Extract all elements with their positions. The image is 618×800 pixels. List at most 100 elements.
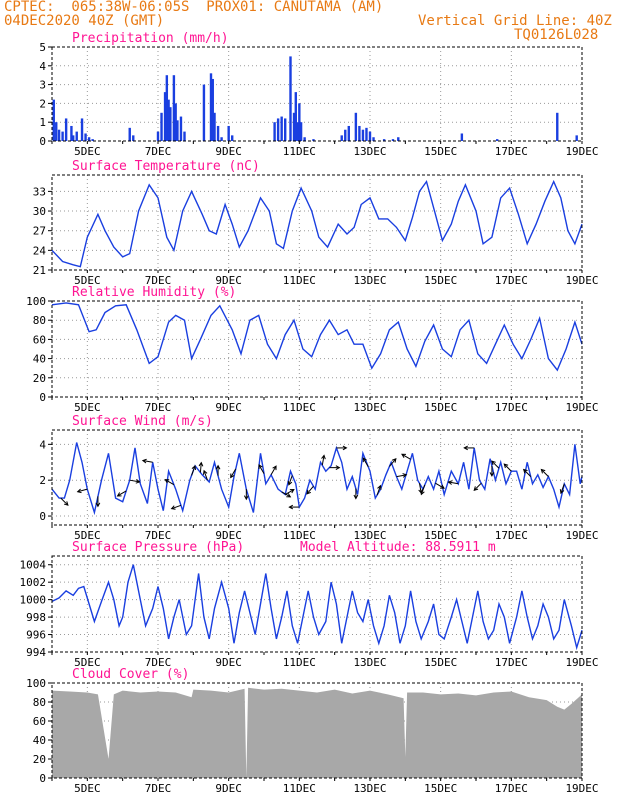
wind-arrow-shaft (142, 460, 153, 463)
y-tick-label: 2 (39, 474, 46, 487)
x-tick-label: 13DEC (353, 145, 386, 158)
precip-bar (209, 73, 213, 141)
wind-arrow-shaft (270, 465, 277, 476)
precip-bar (296, 122, 299, 141)
y-tick-label: 27 (33, 225, 46, 238)
wind-arrow-head (401, 453, 406, 458)
y-tick-label: 4 (39, 60, 46, 73)
panel-frame (51, 682, 583, 779)
x-tick-label: 17DEC (495, 782, 528, 795)
wind-arrow-shaft (60, 497, 69, 506)
wind-arrow-head (95, 502, 101, 508)
x-tick-label: 15DEC (424, 656, 457, 669)
precip-bar (163, 92, 167, 141)
precip-bar (358, 125, 361, 141)
x-tick-label: 13DEC (353, 529, 386, 542)
wind-arrow-shaft (77, 488, 88, 493)
y-tick-label: 40 (33, 734, 46, 747)
precip-bar (172, 75, 176, 141)
x-tick-label: 11DEC (283, 656, 316, 669)
precip-bar (368, 131, 372, 141)
precip-bar (298, 103, 301, 141)
x-tick-label: 5DEC (74, 529, 101, 542)
wind-arrow-shaft (473, 482, 482, 491)
x-tick-label: 15DEC (424, 782, 457, 795)
precip-bar (174, 103, 177, 141)
precip-bar (280, 116, 283, 141)
wind-arrow-head (289, 489, 295, 494)
wind-arrow-shaft (117, 490, 127, 497)
y-tick-label: 60 (33, 715, 46, 728)
wind-arrow-shaft (171, 504, 182, 510)
y-tick-label: 30 (33, 205, 46, 218)
series-line (51, 564, 583, 651)
wind-arrow-head (342, 445, 348, 451)
wind-arrow-head (258, 464, 263, 469)
precip-bar (179, 116, 183, 141)
x-tick-label: 15DEC (424, 401, 457, 414)
precip-bar (183, 131, 186, 141)
wind-arrow-head (116, 492, 122, 497)
x-tick-label: 5DEC (74, 782, 101, 795)
precip-bar (284, 118, 287, 141)
wind-arrow-head (287, 480, 293, 486)
wind-arrow-head (191, 465, 197, 471)
x-tick-label: 19DEC (565, 274, 598, 287)
precip-bar (276, 118, 280, 141)
wind-arrow-head (353, 494, 359, 500)
precip-bar (347, 125, 350, 141)
x-tick-label: 7DEC (145, 656, 172, 669)
x-tick-label: 13DEC (353, 782, 386, 795)
wind-arrow-head (362, 457, 367, 463)
x-tick-label: 15DEC (424, 145, 457, 158)
precip-bar (220, 137, 223, 141)
y-tick-label: 21 (33, 264, 46, 277)
precip-bar (372, 137, 375, 141)
wind-arrow-shaft (420, 484, 426, 495)
precip-bar (289, 56, 292, 141)
wind-arrow-head (420, 490, 425, 496)
precip-bar (273, 122, 276, 141)
x-tick-label: 19DEC (565, 782, 598, 795)
wind-arrow-head (286, 493, 292, 498)
precip-bar (299, 122, 303, 141)
wind-arrow-head (164, 479, 170, 484)
series-line (51, 179, 583, 268)
wind-arrow-head (76, 488, 82, 494)
precip-bar (80, 118, 84, 141)
precip-bar (128, 127, 131, 141)
wind-arrow-head (321, 454, 326, 460)
x-tick-label: 9DEC (215, 145, 242, 158)
wind-arrow-shaft (288, 475, 293, 485)
y-tick-label: 2 (39, 97, 46, 110)
panel-frame (51, 46, 583, 142)
x-tick-label: 17DEC (495, 401, 528, 414)
precip-bar (496, 139, 499, 141)
wind-arrow-head (491, 460, 496, 466)
x-tick-label: 7DEC (145, 782, 172, 795)
x-tick-label: 9DEC (215, 656, 242, 669)
y-tick-label: 0 (39, 772, 46, 785)
x-tick-label: 11DEC (283, 529, 316, 542)
y-tick-label: 1000 (20, 594, 47, 607)
precip-bar (303, 137, 306, 141)
wind-arrow-head (377, 484, 382, 490)
header-model-code: TQ0126L028 (514, 27, 599, 43)
wind-arrow-shaft (129, 479, 140, 483)
panel-frame (51, 174, 583, 271)
wind-arrow-shaft (199, 462, 202, 473)
wind-arrow-shaft (448, 481, 459, 485)
wind-arrow-shaft (362, 457, 369, 467)
wind-arrow-shaft (560, 483, 565, 494)
precip-bar (216, 125, 220, 141)
precip-bar (382, 139, 386, 141)
header-vertical-grid: Vertical Grid Line: 40Z (418, 13, 612, 29)
x-tick-label: 5DEC (74, 656, 101, 669)
x-tick-label: 19DEC (565, 145, 598, 158)
wind-arrow-head (447, 480, 453, 485)
x-tick-label: 19DEC (565, 529, 598, 542)
x-tick-label: 11DEC (283, 274, 316, 287)
precip-bar (64, 118, 68, 141)
y-tick-label: 994 (26, 646, 46, 659)
